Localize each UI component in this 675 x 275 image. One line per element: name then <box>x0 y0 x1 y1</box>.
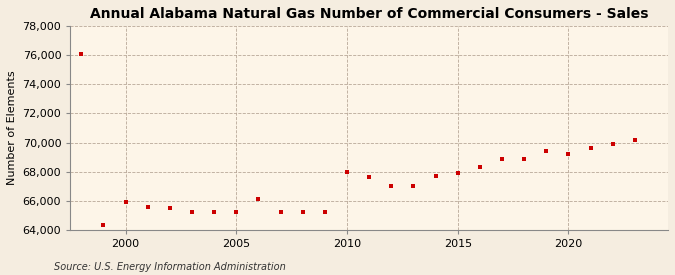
Y-axis label: Number of Elements: Number of Elements <box>7 71 17 185</box>
Title: Annual Alabama Natural Gas Number of Commercial Consumers - Sales: Annual Alabama Natural Gas Number of Com… <box>90 7 649 21</box>
Text: Source: U.S. Energy Information Administration: Source: U.S. Energy Information Administ… <box>54 262 286 272</box>
